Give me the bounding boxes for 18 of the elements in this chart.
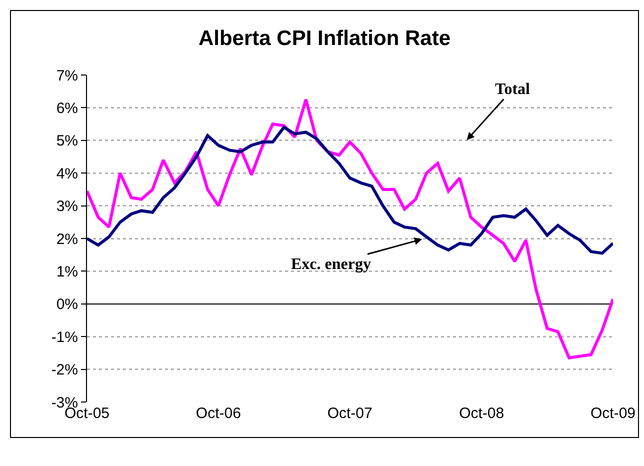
y-tick-label: 5% [56, 132, 78, 150]
y-tick-label: 6% [56, 100, 78, 117]
y-tick-label: 4% [56, 165, 78, 182]
y-tick-label: 7% [56, 67, 78, 84]
y-tick-label: 1% [56, 263, 78, 280]
y-tick-label: -1% [51, 328, 78, 346]
x-tick-label: Oct-07 [327, 405, 372, 422]
x-tick-label: Oct-06 [196, 405, 241, 422]
y-tick-label: 0% [56, 296, 78, 314]
chart-title: Alberta CPI Inflation Rate [198, 26, 451, 50]
y-tick-label: -2% [51, 362, 78, 379]
x-tick-label: Oct-09 [590, 405, 636, 422]
y-tick-label: 3% [56, 198, 78, 216]
text: Total [495, 81, 531, 98]
line-series [87, 126, 613, 255]
y-tick-label: 2% [56, 230, 78, 248]
x-tick-label: Oct-08 [459, 405, 504, 422]
text: Exc. energy [291, 256, 371, 273]
